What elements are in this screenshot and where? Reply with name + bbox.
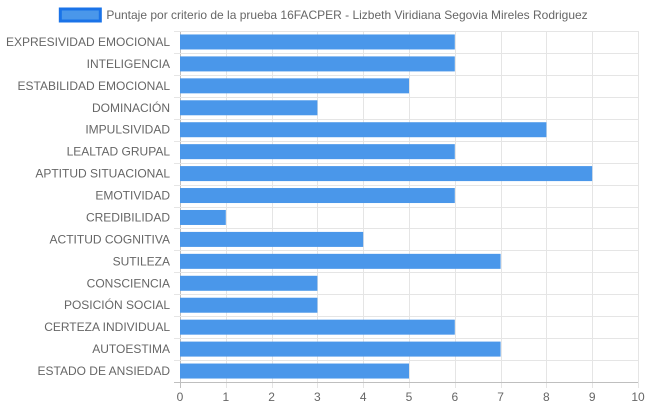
legend[interactable]: Puntaje por criterio de la prueba 16FACP…: [58, 7, 588, 23]
x-tick-label-9: 9: [589, 390, 596, 404]
bar-1[interactable]: [180, 56, 455, 72]
bar-8[interactable]: [180, 209, 226, 225]
x-tick-label-1: 1: [222, 390, 229, 404]
bar-14[interactable]: [180, 341, 501, 357]
bar-3[interactable]: [180, 100, 318, 116]
bar-5[interactable]: [180, 144, 455, 160]
x-tick-label-4: 4: [360, 390, 367, 404]
bar-11[interactable]: [180, 275, 318, 291]
grid: [174, 31, 639, 388]
x-tick-label-5: 5: [406, 390, 413, 404]
x-tick-labels: 0 1 2 3 4 5 6 7 8 9 10: [177, 390, 645, 404]
legend-label[interactable]: Puntaje por criterio de la prueba 16FACP…: [106, 8, 587, 22]
x-tick-label-0: 0: [177, 390, 184, 404]
x-tick-label-7: 7: [497, 390, 504, 404]
bar-12[interactable]: [180, 297, 318, 313]
x-tick-label-2: 2: [268, 390, 275, 404]
category-label-13: CERTEZA INDIVIDUAL: [44, 320, 170, 334]
category-label-12: POSICIÓN SOCIAL: [64, 297, 170, 312]
category-label-6: APTITUD SITUACIONAL: [35, 167, 170, 181]
category-label-5: LEALTAD GRUPAL: [67, 145, 171, 159]
bar-15[interactable]: [180, 363, 409, 379]
bar-6[interactable]: [180, 166, 593, 182]
category-label-1: INTELIGENCIA: [87, 57, 170, 71]
x-tick-label-3: 3: [314, 390, 321, 404]
x-tick-label-6: 6: [451, 390, 458, 404]
category-label-8: CREDIBILIDAD: [86, 210, 170, 224]
bar-9[interactable]: [180, 231, 364, 247]
bar-7[interactable]: [180, 188, 455, 204]
category-label-4: IMPULSIVIDAD: [85, 123, 170, 137]
category-label-3: DOMINACIÓN: [92, 100, 170, 115]
category-label-10: SUTILEZA: [113, 254, 170, 268]
category-label-0: EXPRESIVIDAD EMOCIONAL: [6, 35, 170, 49]
category-labels: EXPRESIVIDAD EMOCIONAL INTELIGENCIA ESTABI…: [6, 35, 170, 378]
category-label-15: ESTADO DE ANSIEDAD: [38, 364, 171, 378]
bar-13[interactable]: [180, 319, 455, 335]
x-tick-label-8: 8: [543, 390, 550, 404]
category-label-7: EMOTIVIDAD: [95, 189, 170, 203]
category-label-2: ESTABILIDAD EMOCIONAL: [18, 79, 171, 93]
bar-4[interactable]: [180, 122, 547, 138]
bar-0[interactable]: [180, 34, 455, 50]
category-label-11: CONSCIENCIA: [87, 276, 170, 290]
x-tick-label-10: 10: [631, 390, 645, 404]
bar-2[interactable]: [180, 78, 409, 94]
category-label-9: ACTITUD COGNITIVA: [50, 232, 170, 246]
bar-10[interactable]: [180, 253, 501, 269]
bars: [180, 34, 593, 379]
legend-swatch[interactable]: [58, 7, 102, 23]
category-label-14: AUTOESTIMA: [92, 342, 170, 356]
